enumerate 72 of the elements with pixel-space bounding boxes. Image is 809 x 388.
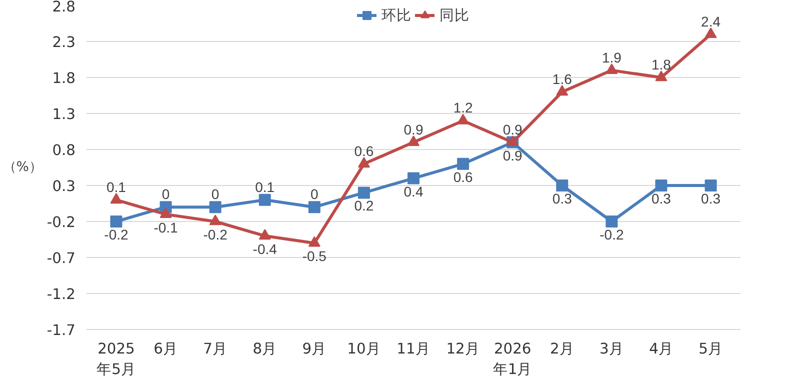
x-tick-label: 2025 年5月 [96, 340, 136, 378]
point [110, 216, 122, 228]
data-label: 0.3 [651, 190, 672, 206]
data-label: 0.9 [502, 147, 523, 164]
data-label: 1.6 [552, 70, 572, 87]
data-label: 2.4 [701, 13, 721, 30]
data-label: -0.2 [203, 226, 228, 242]
point [358, 186, 370, 199]
data-label: 1.8 [651, 56, 672, 72]
y-axis-title: （%） [3, 160, 42, 175]
x-tick-label: 12月 [446, 340, 480, 358]
data-label: 1.2 [453, 100, 473, 116]
y-tick-label: 1.8 [52, 70, 76, 87]
x-tick-label: 2月 [550, 340, 574, 358]
point [358, 157, 370, 168]
data-label: 0.1 [255, 178, 275, 195]
point [606, 216, 618, 228]
x-tick-label: 10月 [347, 340, 381, 358]
data-label: 0.2 [354, 198, 374, 214]
data-label: -0.2 [600, 226, 624, 242]
data-label: 0.4 [404, 183, 424, 200]
data-label: 0.3 [701, 190, 721, 206]
point [110, 193, 122, 204]
x-tick-label: 8月 [252, 340, 278, 358]
data-label: -0.2 [104, 226, 129, 242]
y-tick-label: -0.2 [46, 214, 76, 231]
data-label: 0.6 [453, 168, 473, 185]
data-label: 0.1 [106, 178, 126, 195]
y-tick-label: 2.8 [52, 0, 76, 16]
data-label: 1.9 [602, 49, 622, 66]
point [408, 172, 420, 184]
y-tick-label: -0.7 [46, 250, 76, 267]
point [457, 158, 470, 170]
x-tick-label: 3月 [600, 340, 624, 358]
data-label: 0.9 [502, 121, 523, 138]
data-label: 0.9 [404, 121, 424, 138]
point [258, 194, 271, 206]
x-tick-label: 11月 [396, 340, 430, 358]
point [408, 135, 420, 146]
x-tick-label: 6月 [154, 340, 178, 358]
point [704, 180, 717, 192]
data-label: -0.4 [252, 240, 278, 257]
data-label: 0 [162, 186, 170, 202]
data-label: 0.6 [354, 142, 374, 159]
legend-label: 同比 [440, 6, 470, 24]
y-tick-label: 0.3 [52, 178, 76, 195]
x-tick-label: 4月 [649, 340, 674, 358]
x-tick-label: 9月 [302, 340, 327, 358]
data-label: 0.3 [552, 190, 572, 206]
point [457, 114, 470, 124]
data-label: 0 [211, 186, 220, 202]
point [606, 63, 618, 74]
point [655, 180, 668, 192]
point [556, 85, 568, 96]
x-tick-label: 5月 [698, 340, 723, 358]
point [704, 27, 717, 38]
y-tick-label: -1.2 [46, 286, 76, 303]
y-tick-label: 1.3 [52, 106, 76, 123]
data-label: 0 [310, 186, 319, 202]
point [506, 135, 519, 146]
y-tick-label: 2.3 [52, 34, 76, 51]
data-label: -0.5 [302, 248, 327, 264]
point [308, 201, 320, 214]
point [209, 201, 222, 214]
y-tick-label: -1.7 [46, 322, 76, 339]
legend-label: 环比 [382, 6, 412, 24]
point [655, 70, 668, 82]
x-tick-label: 7月 [203, 340, 228, 358]
y-tick-label: 0.8 [52, 142, 76, 159]
point [556, 180, 568, 192]
x-tick-label: 2026 年1月 [492, 340, 532, 378]
data-label: -0.1 [154, 219, 178, 236]
